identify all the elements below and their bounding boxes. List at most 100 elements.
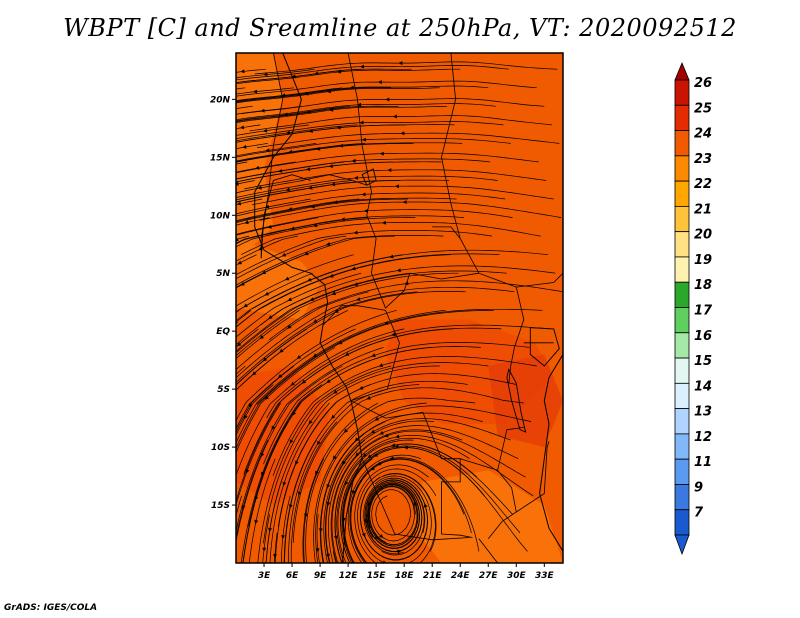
streamline-arrow-166 — [357, 102, 362, 107]
streamline-86 — [236, 309, 349, 391]
streamline-12 — [341, 445, 521, 563]
streamline-arrow-68 — [308, 420, 313, 425]
colorbar-swatch-5 — [674, 205, 690, 233]
streamline-172 — [236, 87, 440, 104]
streamline-arrow-168 — [230, 87, 234, 91]
streamline-arrow-104 — [396, 268, 401, 273]
streamline-68 — [265, 365, 440, 563]
lat-tick-label-10N: 10N — [210, 211, 231, 221]
streamline-arrow-135 — [285, 187, 290, 192]
streamline-154 — [236, 124, 261, 130]
streamline-80 — [236, 328, 405, 477]
streamline-arrow-10 — [397, 549, 402, 554]
streamline-arrow-14 — [315, 548, 320, 553]
streamline-152 — [236, 138, 511, 158]
colorbar-label-11: 11 — [694, 455, 712, 470]
lat-axis: 20N 15N 10N 5N EQ 5S 10S 15S — [210, 95, 236, 511]
streamline-arrow-73 — [271, 425, 276, 431]
streamline-163 — [236, 105, 351, 122]
country-border-15 — [260, 174, 311, 259]
wbpt-patches — [236, 53, 563, 563]
streamline-153 — [256, 132, 560, 149]
streamline-10 — [364, 479, 426, 553]
streamline-arrow-174 — [377, 80, 382, 85]
streamline-168 — [236, 87, 246, 90]
streamline-arrow-25 — [395, 434, 400, 439]
streamline-100 — [236, 272, 362, 338]
streamline-39 — [236, 439, 269, 540]
streamline-57 — [292, 387, 524, 543]
streamline-133 — [236, 180, 255, 185]
colorbar-label-7: 7 — [694, 506, 704, 521]
streamline-59 — [240, 384, 323, 563]
streamline-arrow-67 — [289, 439, 294, 444]
country-border-9 — [516, 441, 550, 513]
streamline-90 — [256, 308, 543, 405]
streamline-arrow-43 — [355, 452, 360, 457]
streamline-arrow-119 — [244, 220, 249, 225]
streamline-arrow-13 — [262, 547, 267, 552]
streamline-arrow-176 — [263, 72, 268, 77]
streamline-arrow-24 — [373, 453, 379, 457]
country-border-14 — [301, 174, 367, 186]
streamline-56 — [305, 397, 476, 563]
streamline-arrow-162 — [260, 108, 265, 113]
streamline-arrow-100 — [287, 297, 292, 301]
streamline-155 — [236, 124, 309, 136]
lon-tick-label-12E: 12E — [339, 571, 359, 581]
streamline-146 — [236, 152, 539, 173]
streamline-arrow-123 — [340, 217, 345, 222]
grads-credit: GrADS: IGES/COLA — [4, 603, 98, 613]
streamline-43 — [330, 429, 463, 563]
streamline-159 — [236, 121, 504, 140]
colorbar-swatch-17 — [674, 509, 690, 536]
streamline-14 — [316, 514, 320, 563]
streamline-arrow-111 — [389, 254, 394, 259]
streamline-67 — [257, 365, 392, 563]
streamline-arrow-48 — [326, 484, 331, 489]
streamline-101 — [236, 272, 410, 352]
streamlines — [230, 61, 563, 563]
streamline-97 — [268, 280, 563, 341]
country-border-13 — [478, 538, 498, 563]
streamline-arrow-102 — [331, 291, 336, 296]
streamline-117 — [236, 230, 493, 276]
streamline-169 — [236, 87, 294, 95]
streamline-95 — [236, 291, 466, 386]
streamline-arrow-151 — [338, 143, 344, 148]
streamline-arrow-144 — [328, 164, 333, 168]
streamline-22 — [369, 486, 415, 543]
streamline-123 — [236, 215, 465, 244]
colorbar-label-19: 19 — [694, 253, 712, 268]
colorbar-bottom-triangle — [674, 534, 690, 556]
streamline-arrow-11 — [376, 461, 382, 466]
streamline-arrow-127 — [265, 204, 270, 209]
streamline-arrow-137 — [331, 182, 336, 187]
streamline-arrow-114 — [281, 252, 287, 257]
streamline-arrow-85 — [259, 335, 264, 339]
lon-tick-label-30E: 30E — [507, 571, 527, 581]
streamline-5 — [349, 457, 480, 563]
streamline-36 — [347, 454, 422, 563]
streamline-7 — [274, 532, 278, 563]
country-border-3 — [371, 272, 479, 309]
streamline-44 — [323, 418, 511, 563]
streamline-134 — [236, 180, 304, 194]
streamline-arrow-17 — [370, 466, 376, 471]
streamline-arrow-165 — [329, 107, 334, 112]
colorbar-label-15: 15 — [694, 354, 712, 369]
streamline-arrow-158 — [336, 125, 341, 130]
streamline-96 — [236, 286, 515, 379]
streamline-165 — [236, 105, 448, 123]
streamline-arrow-154 — [239, 125, 245, 130]
streamline-73 — [236, 347, 384, 533]
streamline-arrow-117 — [353, 230, 358, 235]
streamline-58 — [236, 384, 274, 437]
streamline-158 — [236, 124, 455, 143]
streamline-48 — [320, 421, 386, 563]
streamline-arrow-61 — [316, 440, 321, 446]
colorbar-label-17: 17 — [694, 304, 713, 319]
streamline-139 — [244, 169, 547, 190]
streamline-arrow-29 — [423, 503, 428, 508]
streamline-arrow-124 — [363, 208, 368, 213]
